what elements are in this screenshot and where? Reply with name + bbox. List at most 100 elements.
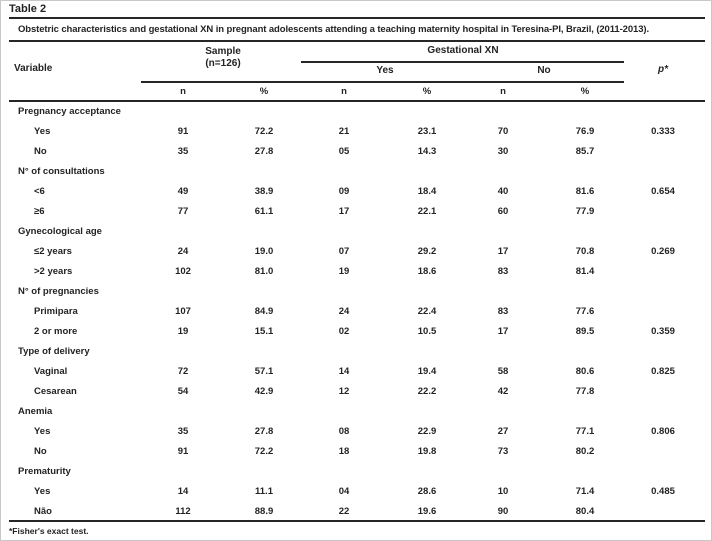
table-row: ≤2 years 24 19.0 07 29.2 17 70.8 0.269 [1, 242, 711, 262]
cell-value: 18.6 [417, 266, 437, 277]
row-label: >2 years [34, 266, 73, 277]
cell-value: 77 [177, 206, 189, 217]
row-label: Yes [34, 126, 51, 137]
rule-above-footnote [9, 520, 705, 522]
cell-value: 81.4 [575, 266, 595, 277]
cell-value: 77.8 [575, 386, 595, 397]
cell-value: 76.9 [575, 126, 595, 137]
cell-value: 05 [338, 146, 350, 157]
cell-value: 84.9 [254, 306, 274, 317]
row-label: Cesarean [34, 386, 77, 397]
cell-value: 24 [177, 246, 189, 257]
column-header-no: No [537, 65, 551, 76]
cell-value: 72 [177, 366, 189, 377]
row-label: ≤2 years [34, 246, 72, 257]
cell-value: 30 [497, 146, 509, 157]
cell-p-value: 0.825 [651, 366, 675, 377]
cell-value: 54 [177, 386, 189, 397]
cell-value: 24 [338, 306, 350, 317]
cell-value: 14 [338, 366, 350, 377]
cell-value: 15.1 [254, 326, 274, 337]
cell-value: 19 [177, 326, 189, 337]
cell-value: 72.2 [254, 446, 274, 457]
subcol-sample-pct: % [259, 86, 269, 97]
row-label: No [34, 446, 47, 457]
table-row: ≥6 77 61.1 17 22.1 60 77.9 [1, 202, 711, 222]
cell-value: 71.4 [575, 486, 595, 497]
row-label: Não [34, 506, 52, 517]
cell-value: 08 [338, 426, 350, 437]
table-row: Primipara 107 84.9 24 22.4 83 77.6 [1, 302, 711, 322]
cell-value: 81.0 [254, 266, 274, 277]
rule-under-gestational-group [301, 61, 624, 63]
cell-value: 112 [175, 506, 191, 517]
cell-value: 80.4 [575, 506, 595, 517]
cell-value: 80.6 [575, 366, 595, 377]
cell-p-value: 0.654 [651, 186, 675, 197]
row-label: Anemia [18, 406, 53, 417]
cell-value: 77.1 [575, 426, 595, 437]
cell-value: 70 [497, 126, 509, 137]
column-header-gestational-group: Gestational XN [427, 45, 499, 56]
cell-value: 19.8 [417, 446, 437, 457]
cell-value: 80.2 [575, 446, 595, 457]
rule-under-subgroup-headers [141, 81, 624, 83]
cell-value: 22.4 [417, 306, 437, 317]
cell-value: 18.4 [417, 186, 437, 197]
sample-header-line2: (n=126) [205, 57, 241, 69]
subcol-no-n: n [500, 86, 506, 97]
cell-value: 19.4 [417, 366, 437, 377]
cell-value: 35 [177, 426, 189, 437]
cell-value: 40 [497, 186, 509, 197]
table-row: Não 112 88.9 22 19.6 90 80.4 [1, 502, 711, 522]
row-label: Prematurity [18, 466, 71, 477]
cell-value: 22 [338, 506, 350, 517]
row-label: Yes [34, 486, 51, 497]
cell-p-value: 0.333 [651, 126, 675, 137]
subcol-yes-pct: % [422, 86, 432, 97]
table-row: 2 or more 19 15.1 02 10.5 17 89.5 0.359 [1, 322, 711, 342]
table-row: Vaginal 72 57.1 14 19.4 58 80.6 0.825 [1, 362, 711, 382]
cell-value: 38.9 [254, 186, 274, 197]
table-category-row: N° of pregnancies [1, 282, 711, 302]
cell-value: 10 [497, 486, 509, 497]
cell-value: 22.9 [417, 426, 437, 437]
cell-value: 21 [338, 126, 350, 137]
row-label: N° of consultations [18, 166, 105, 177]
table-category-row: N° of consultations [1, 162, 711, 182]
cell-value: 70.8 [575, 246, 595, 257]
cell-value: 58 [497, 366, 509, 377]
cell-value: 28.6 [417, 486, 437, 497]
cell-value: 72.2 [254, 126, 274, 137]
row-label: 2 or more [34, 326, 78, 337]
row-label: N° of pregnancies [18, 286, 99, 297]
rule-under-title [9, 40, 705, 42]
cell-value: 107 [175, 306, 191, 317]
cell-value: 42 [497, 386, 509, 397]
cell-value: 83 [497, 306, 509, 317]
rule-under-column-headers [9, 100, 705, 102]
cell-value: 35 [177, 146, 189, 157]
cell-value: 91 [177, 446, 189, 457]
table-row: <6 49 38.9 09 18.4 40 81.6 0.654 [1, 182, 711, 202]
cell-value: 27 [497, 426, 509, 437]
sample-header-line1: Sample [205, 46, 241, 57]
table-row: No 91 72.2 18 19.8 73 80.2 [1, 442, 711, 462]
cell-value: 49 [177, 186, 189, 197]
column-header-p-value: p* [658, 64, 668, 75]
cell-value: 85.7 [575, 146, 595, 157]
cell-value: 09 [338, 186, 350, 197]
row-label: Type of delivery [18, 346, 90, 357]
table-title: Obstetric characteristics and gestationa… [18, 24, 649, 35]
column-header-sample: Sample (n=126) [205, 46, 241, 69]
cell-value: 88.9 [254, 506, 274, 517]
cell-value: 77.6 [575, 306, 595, 317]
cell-value: 19.6 [417, 506, 437, 517]
table-row: No 35 27.8 05 14.3 30 85.7 [1, 142, 711, 162]
row-label: Primipara [34, 306, 78, 317]
cell-value: 42.9 [254, 386, 274, 397]
cell-value: 10.5 [417, 326, 437, 337]
subcol-yes-n: n [341, 86, 347, 97]
column-header-yes: Yes [376, 65, 394, 76]
